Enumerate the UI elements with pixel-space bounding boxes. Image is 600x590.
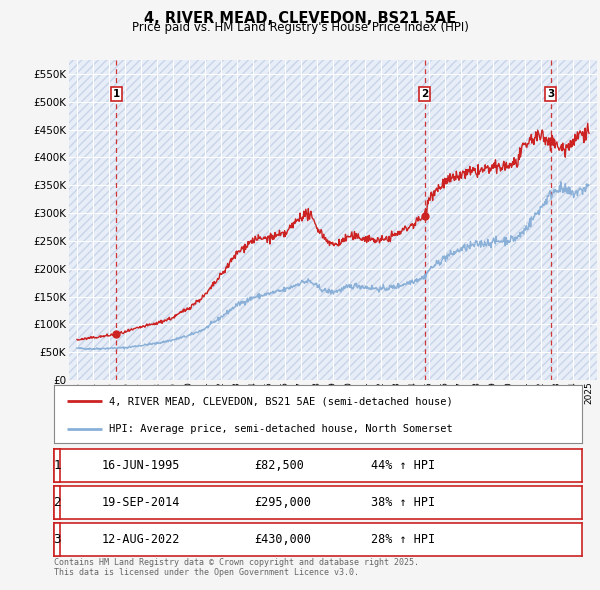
Text: 2: 2 xyxy=(421,88,428,99)
Text: 1: 1 xyxy=(113,88,120,99)
Text: 2: 2 xyxy=(53,496,61,509)
Text: 16-JUN-1995: 16-JUN-1995 xyxy=(101,459,180,472)
Text: 28% ↑ HPI: 28% ↑ HPI xyxy=(371,533,435,546)
Text: 4, RIVER MEAD, CLEVEDON, BS21 5AE (semi-detached house): 4, RIVER MEAD, CLEVEDON, BS21 5AE (semi-… xyxy=(109,396,453,407)
Text: HPI: Average price, semi-detached house, North Somerset: HPI: Average price, semi-detached house,… xyxy=(109,424,453,434)
Text: 38% ↑ HPI: 38% ↑ HPI xyxy=(371,496,435,509)
Text: £430,000: £430,000 xyxy=(254,533,311,546)
Text: 19-SEP-2014: 19-SEP-2014 xyxy=(101,496,180,509)
Text: 3: 3 xyxy=(53,533,61,546)
Text: 12-AUG-2022: 12-AUG-2022 xyxy=(101,533,180,546)
Text: 3: 3 xyxy=(547,88,554,99)
Text: Price paid vs. HM Land Registry's House Price Index (HPI): Price paid vs. HM Land Registry's House … xyxy=(131,21,469,34)
Text: Contains HM Land Registry data © Crown copyright and database right 2025.
This d: Contains HM Land Registry data © Crown c… xyxy=(54,558,419,578)
Text: 1: 1 xyxy=(53,459,61,472)
Text: £82,500: £82,500 xyxy=(254,459,305,472)
Text: £295,000: £295,000 xyxy=(254,496,311,509)
Text: 4, RIVER MEAD, CLEVEDON, BS21 5AE: 4, RIVER MEAD, CLEVEDON, BS21 5AE xyxy=(144,11,456,25)
Text: 44% ↑ HPI: 44% ↑ HPI xyxy=(371,459,435,472)
